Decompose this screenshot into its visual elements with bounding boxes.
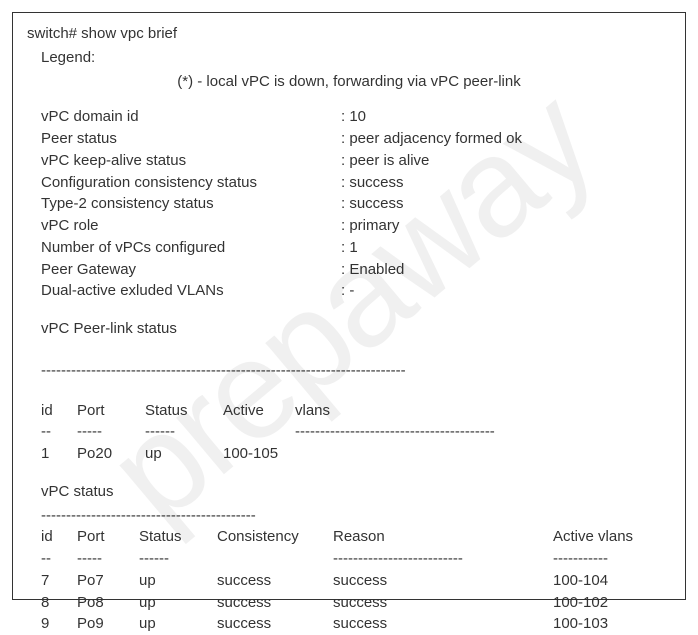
- cell-cons: success: [217, 592, 333, 614]
- col-status: Status: [139, 526, 217, 548]
- info-value: Enabled: [341, 259, 404, 281]
- info-row: Dual-active exluded VLANs-: [41, 280, 671, 302]
- cell-reason: success: [333, 570, 553, 592]
- cell-cons: success: [217, 570, 333, 592]
- cell-port: Po7: [77, 570, 139, 592]
- cell-reason: success: [333, 613, 553, 635]
- info-key: Dual-active exluded VLANs: [41, 280, 341, 302]
- info-key: Peer Gateway: [41, 259, 341, 281]
- info-value: -: [341, 280, 354, 302]
- col-vlans: vlans: [295, 400, 375, 422]
- cell-id: 9: [41, 613, 77, 635]
- cell-status: up: [139, 570, 217, 592]
- cell-vlans: [295, 443, 375, 465]
- info-row: Configuration consistency statussuccess: [41, 172, 671, 194]
- info-value: primary: [341, 215, 399, 237]
- info-row: Peer GatewayEnabled: [41, 259, 671, 281]
- cell-avlans: 100-103: [553, 613, 653, 635]
- command-line: switch# show vpc brief: [27, 23, 671, 45]
- peerlink-title: vPC Peer-link status: [41, 318, 671, 340]
- col-active-vlans: Active vlans: [553, 526, 653, 548]
- cell-id: 1: [41, 443, 77, 465]
- info-row: Type-2 consistency statussuccess: [41, 193, 671, 215]
- table-row: 8Po8upsuccesssuccess100-102: [41, 592, 671, 614]
- cell-cons: success: [217, 613, 333, 635]
- divider-line: ----------------------------------------…: [41, 360, 671, 382]
- cell-port: Po9: [77, 613, 139, 635]
- cell-status: up: [145, 443, 223, 465]
- info-key: Configuration consistency status: [41, 172, 341, 194]
- cell-id: 8: [41, 592, 77, 614]
- cell-status: up: [139, 613, 217, 635]
- info-value: success: [341, 193, 404, 215]
- info-value: peer is alive: [341, 150, 429, 172]
- info-key: Number of vPCs configured: [41, 237, 341, 259]
- info-value: 10: [341, 106, 366, 128]
- info-row: Peer statuspeer adjacency formed ok: [41, 128, 671, 150]
- col-reason: Reason: [333, 526, 553, 548]
- cell-id: 7: [41, 570, 77, 592]
- col-id: id: [41, 526, 77, 548]
- info-value: 1: [341, 237, 358, 259]
- col-port: Port: [77, 526, 139, 548]
- cell-reason: success: [333, 592, 553, 614]
- col-port: Port: [77, 400, 145, 422]
- table-row: 9Po9upsuccesssuccess100-103: [41, 613, 671, 635]
- info-key: Peer status: [41, 128, 341, 150]
- legend-label: Legend:: [41, 47, 671, 69]
- peerlink-header-row: id Port Status Active vlans: [41, 400, 671, 422]
- info-row: Number of vPCs configured1: [41, 237, 671, 259]
- vpcstatus-title: vPC status: [41, 481, 671, 503]
- cell-port: Po8: [77, 592, 139, 614]
- info-value: success: [341, 172, 404, 194]
- col-id: id: [41, 400, 77, 422]
- terminal-output: prepaway switch# show vpc brief Legend: …: [12, 12, 686, 600]
- info-value: peer adjacency formed ok: [341, 128, 522, 150]
- vpcstatus-table: id Port Status Consistency Reason Active…: [41, 526, 671, 635]
- col-active: Active: [223, 400, 295, 422]
- col-consistency: Consistency: [217, 526, 333, 548]
- info-key: vPC role: [41, 215, 341, 237]
- info-key: Type-2 consistency status: [41, 193, 341, 215]
- info-row: vPC roleprimary: [41, 215, 671, 237]
- vpcstatus-header-row: id Port Status Consistency Reason Active…: [41, 526, 671, 548]
- col-status: Status: [145, 400, 223, 422]
- info-row: vPC keep-alive statuspeer is alive: [41, 150, 671, 172]
- info-key: vPC domain id: [41, 106, 341, 128]
- cell-port: Po20: [77, 443, 145, 465]
- legend-text: (*) - local vPC is down, forwarding via …: [27, 71, 671, 93]
- cell-avlans: 100-104: [553, 570, 653, 592]
- cell-active: 100-105: [223, 443, 295, 465]
- divider-line: ----------------------------------------…: [41, 505, 671, 527]
- table-row: 1Po20up100-105: [41, 443, 671, 465]
- peerlink-table: id Port Status Active vlans -- ----- ---…: [41, 400, 671, 465]
- info-key: vPC keep-alive status: [41, 150, 341, 172]
- cell-status: up: [139, 592, 217, 614]
- vpcstatus-underline-row: -- ----- ------ ------------------------…: [41, 548, 671, 570]
- info-row: vPC domain id10: [41, 106, 671, 128]
- peerlink-underline-row: -- ----- ------ ------------------------…: [41, 421, 671, 443]
- table-row: 7Po7upsuccesssuccess100-104: [41, 570, 671, 592]
- cell-avlans: 100-102: [553, 592, 653, 614]
